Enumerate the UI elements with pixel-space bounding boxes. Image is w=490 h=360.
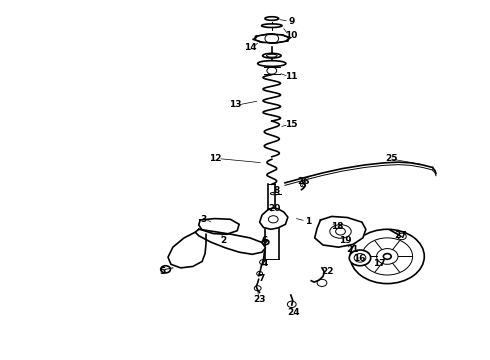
Text: 24: 24 <box>288 308 300 317</box>
Text: 10: 10 <box>285 31 297 40</box>
Text: 12: 12 <box>210 154 222 163</box>
Text: 20: 20 <box>268 204 280 213</box>
Text: 2: 2 <box>220 236 226 245</box>
Circle shape <box>350 229 424 284</box>
Text: 13: 13 <box>229 100 242 109</box>
Text: 18: 18 <box>331 222 344 231</box>
Ellipse shape <box>265 17 279 20</box>
Polygon shape <box>196 229 266 254</box>
Text: 21: 21 <box>346 245 359 254</box>
Ellipse shape <box>263 53 281 58</box>
Ellipse shape <box>262 24 282 27</box>
Polygon shape <box>199 219 239 234</box>
Text: 23: 23 <box>253 295 266 304</box>
Text: 4: 4 <box>261 260 268 269</box>
Text: 22: 22 <box>321 267 334 276</box>
Ellipse shape <box>258 61 286 66</box>
Text: 26: 26 <box>297 177 310 186</box>
Text: 6: 6 <box>261 236 268 245</box>
Text: 5: 5 <box>159 267 165 276</box>
Text: 16: 16 <box>353 254 366 263</box>
Text: 1: 1 <box>305 217 312 226</box>
Text: 17: 17 <box>373 260 385 269</box>
Polygon shape <box>315 216 366 247</box>
Ellipse shape <box>255 34 289 43</box>
Text: 3: 3 <box>200 215 207 224</box>
Text: 19: 19 <box>339 236 351 245</box>
Text: 11: 11 <box>285 72 297 81</box>
Polygon shape <box>168 232 206 268</box>
Text: 27: 27 <box>394 231 407 240</box>
Text: 8: 8 <box>273 186 280 195</box>
Text: 15: 15 <box>285 120 297 129</box>
Circle shape <box>349 250 371 266</box>
Text: 9: 9 <box>288 17 294 26</box>
Text: 7: 7 <box>259 274 265 283</box>
Polygon shape <box>260 208 288 229</box>
Text: 14: 14 <box>244 43 256 52</box>
Text: 25: 25 <box>385 154 397 163</box>
